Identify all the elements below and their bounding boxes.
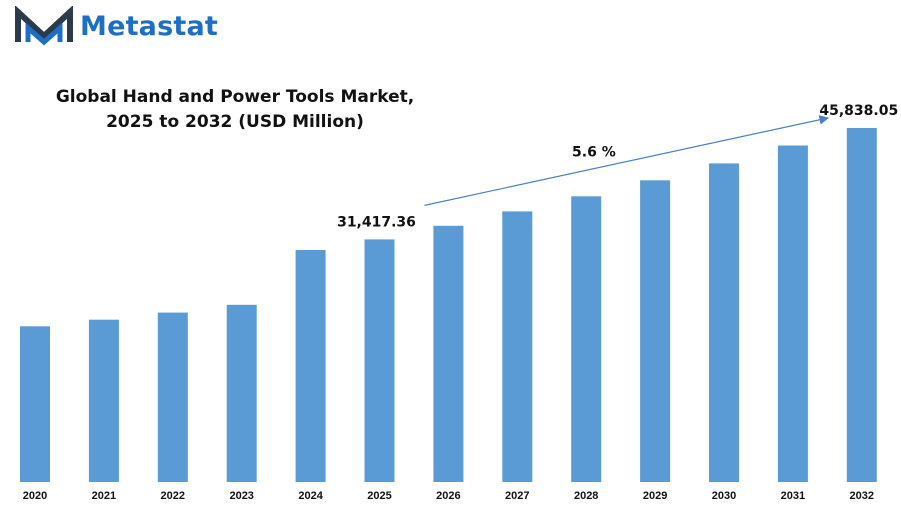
- brand-name: Metastat: [80, 10, 219, 42]
- chart-title-line-2: 2025 to 2032 (USD Million): [106, 112, 364, 132]
- bar-2021: [88, 319, 119, 482]
- bar-2027: [502, 211, 533, 482]
- bar-2023: [226, 304, 257, 482]
- bar-2026: [433, 225, 464, 483]
- bar-2024: [295, 250, 326, 482]
- brand-logo: Metastat: [14, 6, 218, 46]
- x-tick-label-2021: 2021: [92, 490, 116, 502]
- metastat-m-logo-icon: [15, 6, 73, 46]
- x-tick-label-2030: 2030: [712, 490, 736, 502]
- x-tick-label-2029: 2029: [643, 490, 667, 502]
- bar-2030: [709, 163, 739, 482]
- x-tick-label-2027: 2027: [505, 490, 529, 502]
- x-tick-label-2022: 2022: [161, 490, 185, 502]
- data-label-2032: 45,838.05: [819, 103, 898, 119]
- x-tick-label-2032: 2032: [850, 490, 874, 502]
- x-tick-label-2026: 2026: [436, 490, 460, 502]
- bar-2029: [640, 180, 671, 483]
- x-tick-label-2025: 2025: [367, 490, 391, 502]
- bar-2022: [157, 312, 188, 482]
- growth-arrow: [424, 115, 829, 206]
- x-tick-label-2023: 2023: [229, 490, 253, 502]
- x-tick-label-2024: 2024: [298, 490, 323, 502]
- bar-2031: [777, 145, 808, 482]
- x-tick-label-2028: 2028: [574, 490, 598, 502]
- x-tick-label-2020: 2020: [23, 490, 47, 502]
- data-label-2025: 31,417.36: [337, 214, 416, 230]
- chart-title-line-1: Global Hand and Power Tools Market,: [55, 87, 415, 107]
- bar-2028: [571, 196, 602, 483]
- bar-2025: [364, 239, 395, 482]
- x-tick-label-2031: 2031: [781, 490, 805, 502]
- bar-2020: [20, 326, 50, 482]
- bar-2032: [846, 128, 877, 482]
- cagr-label: 5.6 %: [572, 145, 616, 161]
- chart-title: Global Hand and Power Tools Market, 2025…: [20, 85, 450, 135]
